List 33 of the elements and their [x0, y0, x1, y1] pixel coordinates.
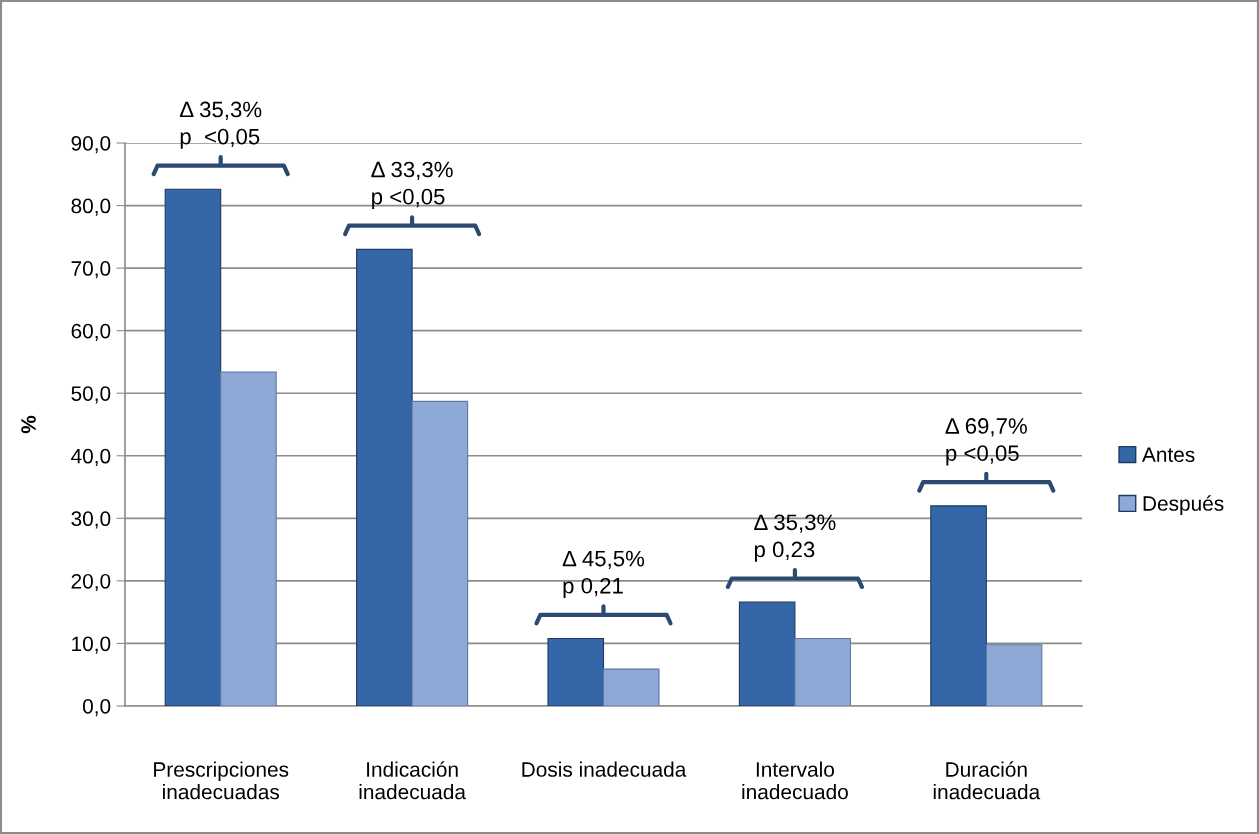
- y-tick-label: 90,0: [71, 136, 111, 154]
- bar: [547, 637, 605, 706]
- y-tick-label: 50,0: [71, 386, 111, 404]
- bar: [411, 400, 469, 706]
- x-tick-label: Indicación inadecuada: [359, 761, 466, 800]
- bar: [985, 644, 1043, 706]
- y-tick-label: 0,0: [82, 699, 111, 717]
- annotation: Δ 45,5% p 0,21: [562, 550, 645, 599]
- y-tick-label: 30,0: [71, 511, 111, 529]
- annotation: Δ 35,3% p <0,05: [179, 101, 262, 149]
- y-axis-title: %: [21, 415, 36, 434]
- y-tick-label: 40,0: [71, 448, 111, 466]
- x-tick-label: Prescripciones inadecuadas: [154, 761, 289, 800]
- bar: [356, 248, 413, 706]
- bar: [602, 668, 660, 706]
- legend-label: Después: [1143, 495, 1224, 515]
- bar: [738, 601, 796, 706]
- legend-label: Antes: [1142, 447, 1195, 463]
- annotation: Δ 69,7% p <0,05: [945, 418, 1027, 466]
- x-tick-label: Duración inadecuada: [933, 761, 1041, 800]
- x-tick-label: Dosis inadecuada: [522, 761, 687, 777]
- annotation: Δ 33,3% p <0,05: [371, 161, 453, 209]
- bar: [220, 371, 277, 706]
- bar: [794, 637, 851, 706]
- bar: [930, 505, 987, 706]
- y-tick-label: 60,0: [71, 323, 111, 341]
- bar: [164, 188, 222, 706]
- y-tick-label: 20,0: [71, 573, 111, 592]
- annotation: Δ 35,3% p 0,23: [754, 514, 836, 562]
- y-tick-label: 10,0: [72, 636, 111, 654]
- y-tick-label: 80,0: [71, 198, 111, 216]
- y-tick-label: 70,0: [71, 261, 111, 279]
- x-tick-label: Intervalo inadecuado: [742, 761, 848, 800]
